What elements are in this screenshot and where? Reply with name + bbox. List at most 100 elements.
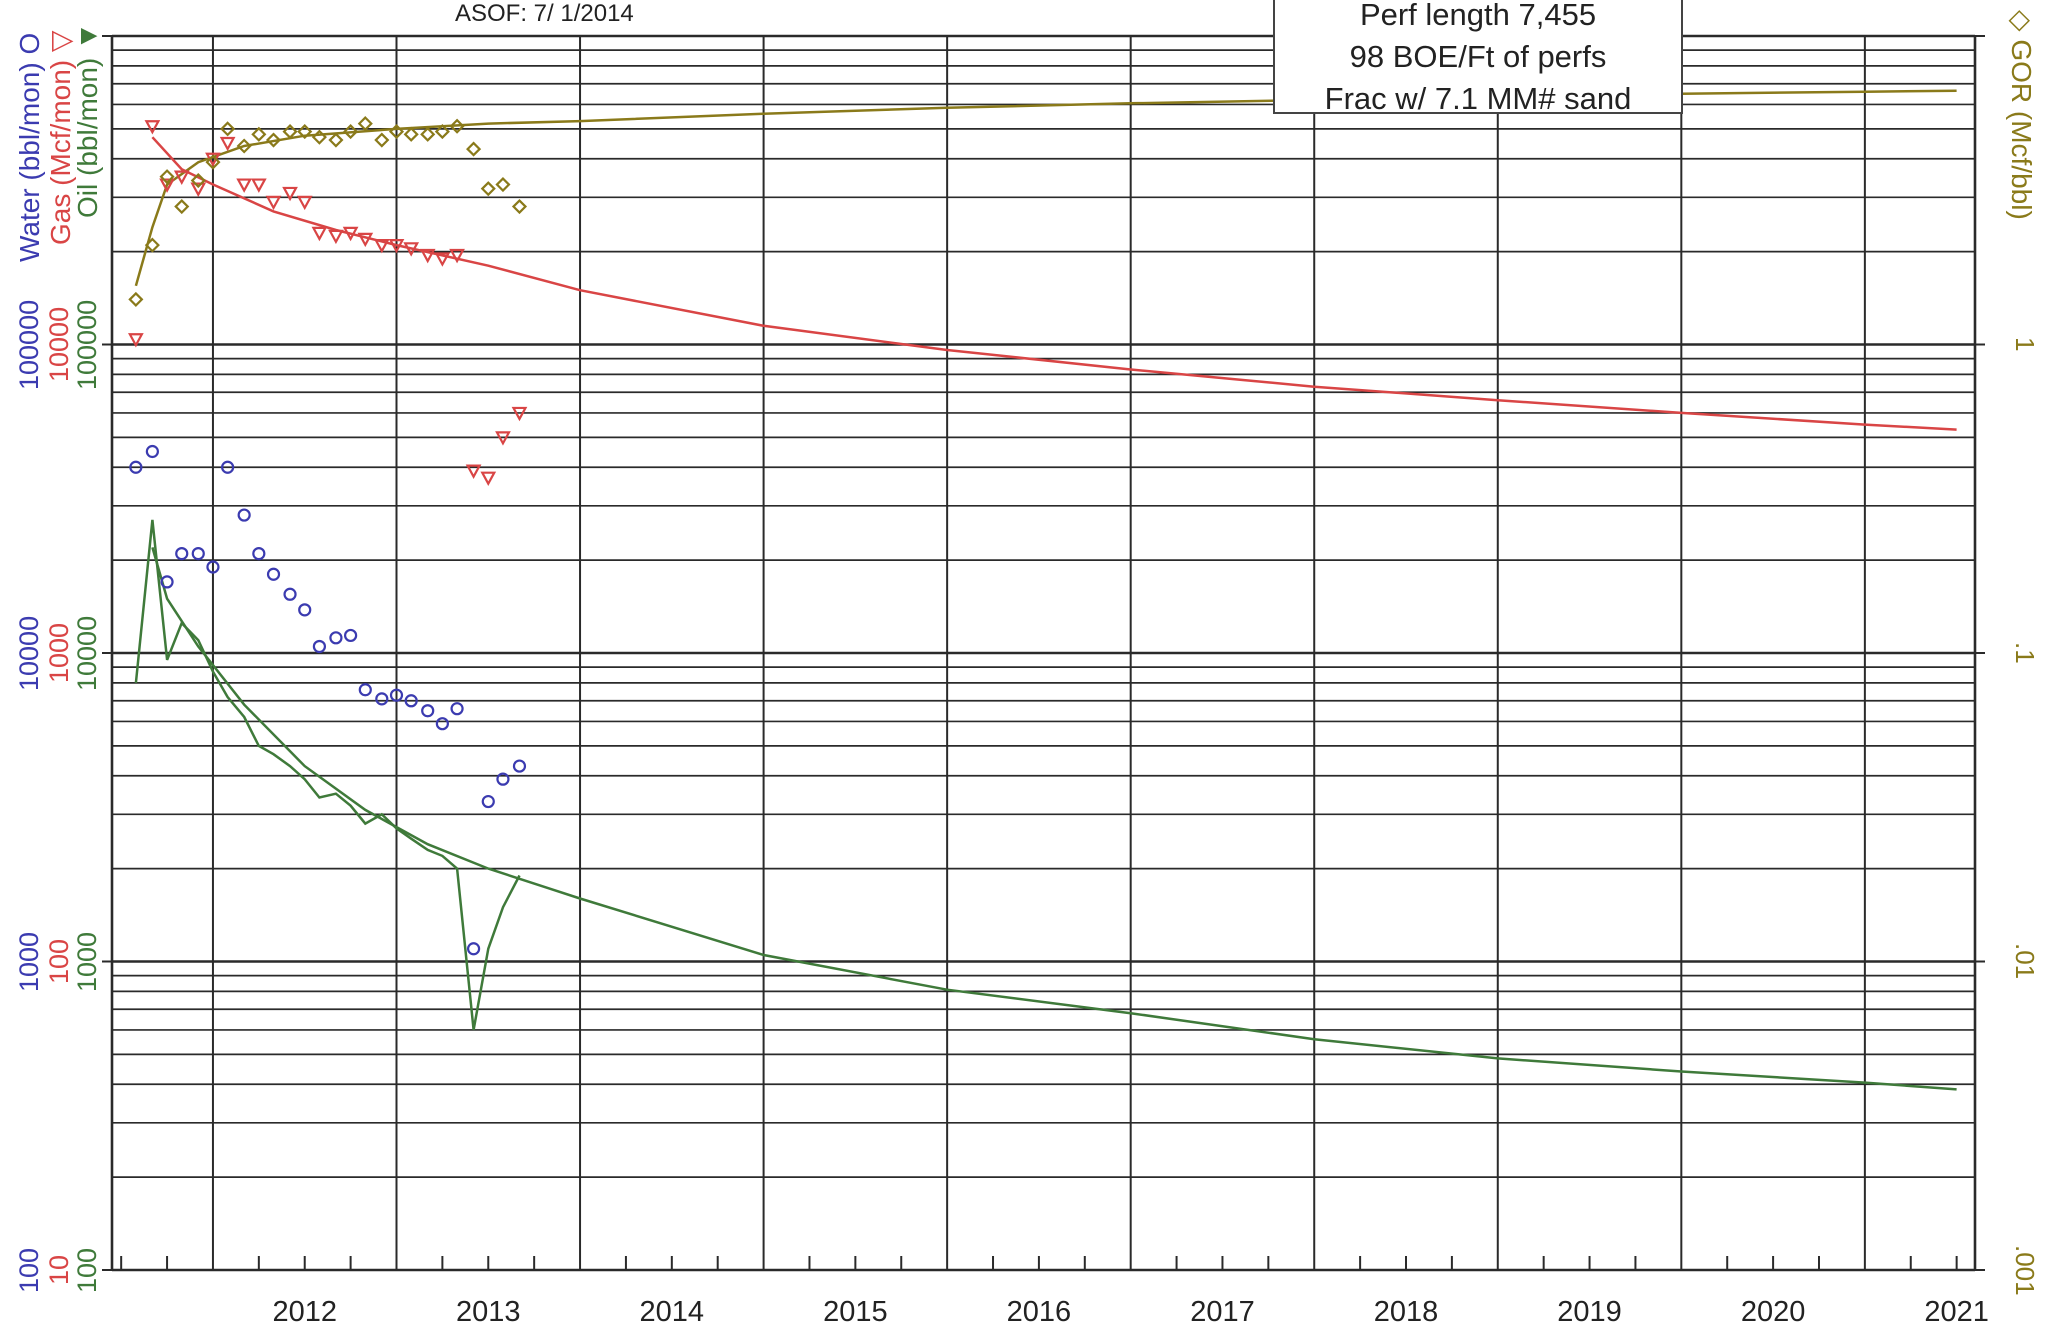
water-point: [435, 717, 449, 731]
water-point: [221, 460, 235, 474]
water-axis-label-text: Water (bbl/mon): [14, 62, 45, 262]
water-point: [312, 639, 327, 654]
water-point: [206, 560, 220, 574]
gas-point: [373, 238, 390, 254]
gas-point: [495, 431, 511, 446]
x-tick-label: 2016: [1006, 1296, 1072, 1328]
right-tick: .001: [2010, 1244, 2040, 1296]
water-point: [283, 587, 297, 601]
gas-point: [434, 252, 451, 267]
left-tick-gas: 100: [44, 938, 74, 985]
water-point: [160, 575, 174, 589]
gas-point: [236, 178, 253, 193]
water-point: [329, 631, 343, 645]
x-tick-label: 2015: [823, 1296, 888, 1328]
gas-point: [480, 471, 497, 487]
gor-point: [297, 124, 313, 140]
right-tick: 1: [2010, 337, 2040, 352]
water-symbol: O: [14, 32, 45, 55]
x-tick-label: 2013: [456, 1296, 521, 1328]
water-axis-label: Water (bbl/mon) O: [14, 33, 46, 262]
x-tick-label: 2021: [1924, 1296, 1989, 1328]
water-point: [129, 460, 143, 474]
oil-forecast-line: [151, 547, 1957, 1091]
grid: [102, 34, 1985, 1272]
gas-point: [449, 248, 465, 264]
left-tick-oil: 1000: [72, 931, 102, 992]
x-tick-label: 2017: [1190, 1296, 1255, 1328]
right-tick: .1: [2010, 642, 2040, 664]
gor-point: [144, 237, 160, 253]
gas-forecast-line: [151, 136, 1957, 431]
left-tick-gas: 10000: [44, 306, 74, 383]
gas-point: [173, 170, 190, 185]
left-tick-gas: 1000: [44, 622, 74, 684]
gor-point: [466, 141, 482, 157]
gas-point: [465, 464, 482, 479]
gor-point: [357, 116, 373, 132]
x-tick-label: 2014: [639, 1296, 705, 1328]
gor-point: [328, 132, 344, 148]
left-tick-water: 100: [14, 1247, 44, 1293]
left-tick-water: 100000: [14, 299, 44, 390]
water-point: [466, 942, 481, 956]
gor-point: [128, 291, 144, 307]
info-line-frac: Frac w/ 7.1 MM# sand: [1324, 81, 1632, 116]
gas-point: [357, 232, 374, 248]
gor-point: [159, 169, 175, 185]
water-point: [496, 772, 510, 786]
water-point: [512, 759, 527, 773]
gas-point: [311, 226, 328, 242]
x-tick-label: 2019: [1557, 1296, 1622, 1328]
gas-point: [265, 195, 282, 211]
info-line-boe-per-ft: 98 BOE/Ft of perfs: [1349, 39, 1607, 74]
gas-point: [219, 136, 236, 152]
left-tick-water: 1000: [14, 931, 44, 992]
water-point: [344, 628, 358, 643]
gor-point: [220, 121, 236, 137]
info-line-perf-length: Perf length 7,455: [1359, 0, 1597, 32]
left-tick-oil: 100: [72, 1247, 102, 1293]
gor-point: [495, 176, 511, 193]
gor-axis-label: ◇ GOR (Mcf/bbl): [2005, 10, 2038, 220]
oil-axis-label-text: Oil (bbl/mon): [72, 57, 103, 218]
well-info-box: Perf length 7,455 98 BOE/Ft of perfs Fra…: [1273, 0, 1683, 116]
gor-point: [511, 198, 528, 215]
water-point: [358, 683, 372, 697]
gor-point: [403, 126, 419, 142]
left-tick-oil: 100000: [72, 299, 102, 390]
gor-point: [265, 132, 282, 148]
gas-point: [250, 178, 267, 193]
x-tick-label: 2018: [1373, 1296, 1439, 1328]
right-tick: .01: [2010, 943, 2040, 980]
asof-label: ASOF: 7/ 1/2014: [455, 0, 634, 27]
gas-point: [190, 182, 207, 197]
water-point: [481, 794, 495, 809]
oil-history-line: [134, 519, 521, 1031]
water-point: [298, 603, 312, 617]
water-point: [191, 546, 205, 561]
water-point: [421, 704, 435, 718]
gor-point: [174, 198, 190, 215]
gas-point: [403, 242, 420, 257]
gas-point: [282, 186, 298, 202]
gor-forecast-line: [134, 89, 1957, 287]
oil-axis-label: Oil (bbl/mon) ▼: [72, 22, 104, 218]
gor-point: [420, 126, 436, 142]
water-point: [252, 546, 266, 561]
gas-point: [128, 333, 144, 348]
gas-point: [511, 406, 528, 422]
gor-point: [236, 138, 252, 154]
water-point: [389, 688, 404, 702]
gor-point: [190, 172, 206, 189]
gor-point: [311, 129, 327, 145]
x-tick-label: 2020: [1740, 1296, 1806, 1328]
water-point: [145, 444, 159, 459]
gas-point: [296, 195, 313, 211]
water-point: [175, 546, 189, 561]
water-point: [404, 694, 418, 708]
gor-point: [374, 132, 390, 148]
water-point: [266, 567, 281, 581]
gor-point: [282, 124, 298, 140]
